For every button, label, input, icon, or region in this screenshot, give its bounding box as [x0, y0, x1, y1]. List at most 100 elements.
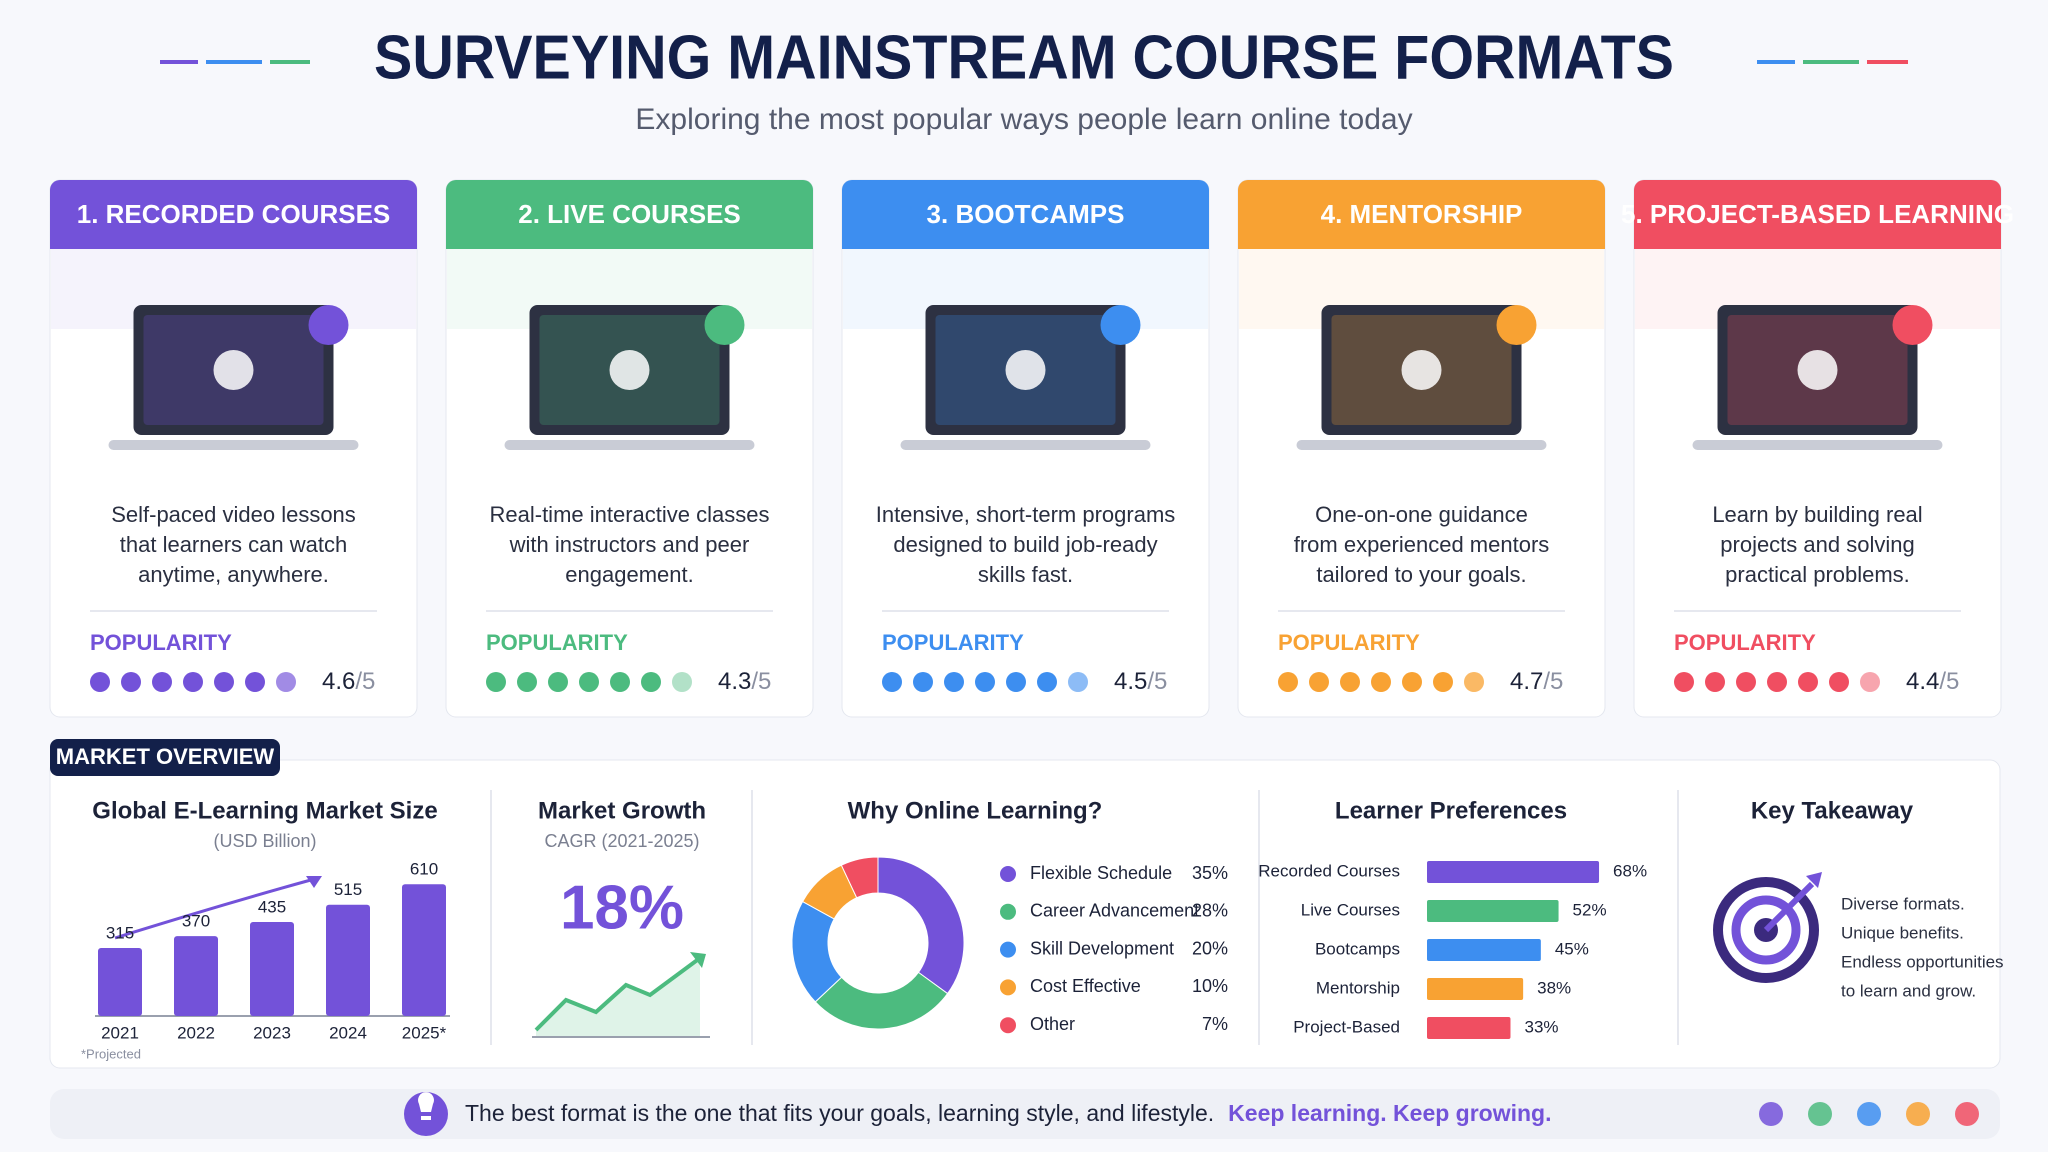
card-description: with instructors and peer — [509, 532, 750, 557]
growth-title: Market Growth — [538, 797, 706, 824]
legend-label: Flexible Schedule — [1030, 863, 1172, 883]
card-description: from experienced mentors — [1294, 532, 1550, 557]
rating-value: 4.7 — [1510, 668, 1543, 695]
card-title: 5. PROJECT-BASED LEARNING — [1621, 199, 2014, 229]
footer-message: The best format is the one that fits you… — [465, 1100, 1214, 1126]
popularity-label: POPULARITY — [882, 630, 1024, 655]
card-header-base — [842, 230, 1209, 249]
bar — [1427, 861, 1600, 883]
rating-value: 4.5 — [1114, 668, 1147, 695]
bar — [1427, 978, 1524, 1000]
footer-dot — [1955, 1102, 1979, 1126]
rating-suffix: /5 — [1543, 668, 1563, 695]
legend-value: 10% — [1192, 976, 1228, 996]
legend-value: 7% — [1202, 1014, 1228, 1034]
popularity-label: POPULARITY — [90, 630, 232, 655]
legend-label: Cost Effective — [1030, 976, 1141, 996]
card-description: engagement. — [565, 562, 693, 587]
popularity-label: POPULARITY — [1674, 630, 1816, 655]
legend-value: 35% — [1192, 863, 1228, 883]
footer-dot — [1759, 1102, 1783, 1126]
card-description: Intensive, short-term programs — [876, 502, 1176, 527]
card-description: projects and solving — [1720, 532, 1914, 557]
takeaway-line: Unique benefits. — [1841, 923, 1964, 942]
rating-value: 4.6 — [322, 668, 355, 695]
footnote: *Projected — [81, 1046, 141, 1061]
takeaway-title: Key Takeaway — [1751, 797, 1914, 824]
y-tick-label: Bootcamps — [1315, 939, 1400, 958]
card-description: Real-time interactive classes — [490, 502, 770, 527]
market-tab — [50, 739, 280, 776]
x-tick-label: 2022 — [177, 1023, 215, 1042]
rating-dot — [1736, 672, 1756, 692]
bar — [250, 922, 294, 1016]
bar — [1427, 900, 1559, 922]
illustration-base — [1692, 440, 1943, 450]
footer-dot — [1857, 1102, 1881, 1126]
bar-value-label: 370 — [182, 912, 210, 931]
rating-value: 4.3 — [718, 668, 751, 695]
bar-value-label: 435 — [258, 898, 286, 917]
bar — [1427, 939, 1541, 961]
illustration-base — [900, 440, 1151, 450]
course-card: 3. BOOTCAMPS Intensive, short-term progra… — [841, 179, 1210, 718]
trend-arrow — [114, 876, 319, 940]
rating-dot — [1767, 672, 1787, 692]
bar — [98, 947, 142, 1016]
card-title: 4. MENTORSHIP — [1321, 199, 1523, 229]
legend-dot — [1000, 866, 1016, 882]
rating-dot — [610, 672, 630, 692]
chart-subtitle: (USD Billion) — [213, 831, 316, 851]
card-description: designed to build job-ready — [893, 532, 1157, 557]
rating-dot — [90, 672, 110, 692]
market-label: MARKET OVERVIEW — [56, 744, 275, 769]
rating-dot — [1068, 672, 1088, 692]
takeaway-line: Endless opportunities — [1841, 952, 2004, 971]
illustration-base — [504, 440, 755, 450]
donut-segment — [877, 856, 965, 995]
bar-value-label: 38% — [1537, 978, 1571, 997]
footer-bar — [50, 1089, 2000, 1139]
footer-dot — [1906, 1102, 1930, 1126]
illustration-play — [1797, 350, 1838, 390]
growth-sparkline — [532, 952, 710, 1038]
course-card: 2. LIVE COURSES Real-time interactive cla… — [445, 179, 814, 718]
rating-text: 4.4/5 — [1906, 668, 1959, 695]
footer-text: The best format is the one that fits you… — [465, 1100, 1552, 1126]
rating-dot — [1006, 672, 1026, 692]
card-title: 2. LIVE COURSES — [518, 199, 741, 229]
rating-dot — [944, 672, 964, 692]
bulb-icon — [404, 1092, 448, 1136]
rating-dot — [1309, 672, 1329, 692]
page-title: SURVEYING MAINSTREAM COURSE FORMATS — [374, 23, 1674, 92]
rating-text: 4.6/5 — [322, 668, 375, 695]
footer-dot — [1808, 1102, 1832, 1126]
card-description: One-on-one guidance — [1315, 502, 1528, 527]
growth-subtitle: CAGR (2021-2025) — [544, 831, 699, 851]
rating-dot — [882, 672, 902, 692]
rating-dot — [1340, 672, 1360, 692]
rating-suffix: /5 — [751, 668, 771, 695]
y-tick-label: Mentorship — [1316, 978, 1400, 997]
growth-value: 18% — [560, 873, 684, 942]
y-tick-label: Recorded Courses — [1258, 861, 1400, 880]
course-card: 4. MENTORSHIP One-on-one guidance from exp… — [1237, 179, 1606, 718]
rating-suffix: /5 — [1939, 668, 1959, 695]
donut-segment — [814, 971, 949, 1030]
rating-dot — [913, 672, 933, 692]
card-header-base — [1634, 230, 2001, 249]
illustration-accent — [1892, 305, 1933, 345]
rating-dot-bg — [1860, 672, 1880, 692]
footer-dots — [1759, 1102, 1979, 1126]
legend-label: Other — [1030, 1014, 1075, 1034]
card-description: tailored to your goals. — [1316, 562, 1526, 587]
illustration-accent — [1496, 305, 1537, 345]
rating-dot — [214, 672, 234, 692]
course-card: 1. RECORDED COURSES Self-paced video less… — [49, 179, 418, 718]
takeaway-line: to learn and grow. — [1841, 981, 1976, 1000]
rating-dot — [1464, 672, 1484, 692]
rating-dot — [152, 672, 172, 692]
rating-dot — [975, 672, 995, 692]
rating-dot — [1860, 672, 1880, 692]
